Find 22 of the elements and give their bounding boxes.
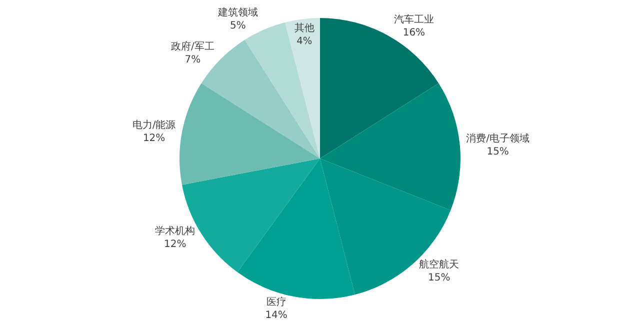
data-label: 15% <box>428 272 450 284</box>
slice-label: 学术机构 <box>155 224 196 237</box>
slice-label: 建筑领域 <box>216 6 258 19</box>
slice-label: 电力/能源 <box>132 119 176 132</box>
pie-slice <box>320 83 460 210</box>
slice-label: 消费/电子领域 <box>466 132 530 145</box>
data-label: 16% <box>402 27 426 38</box>
data-label: 7% <box>184 54 201 66</box>
slice-label: 政府/军工 <box>171 40 214 52</box>
slice-label: 汽车工业 <box>394 13 434 26</box>
slice-label: 医疗 <box>266 296 286 308</box>
data-label: 15% <box>486 146 509 158</box>
data-label: 12% <box>164 238 186 250</box>
pie-slice <box>180 83 320 185</box>
pie-slice <box>285 18 320 158</box>
slice-label: 航空航天 <box>419 258 460 270</box>
pie-slice <box>244 22 320 158</box>
data-label: 5% <box>230 20 246 32</box>
data-label: 4% <box>296 36 312 47</box>
data-label: 14% <box>265 310 288 322</box>
slice-label: 其他 <box>294 22 314 34</box>
data-label: 12% <box>142 133 166 144</box>
